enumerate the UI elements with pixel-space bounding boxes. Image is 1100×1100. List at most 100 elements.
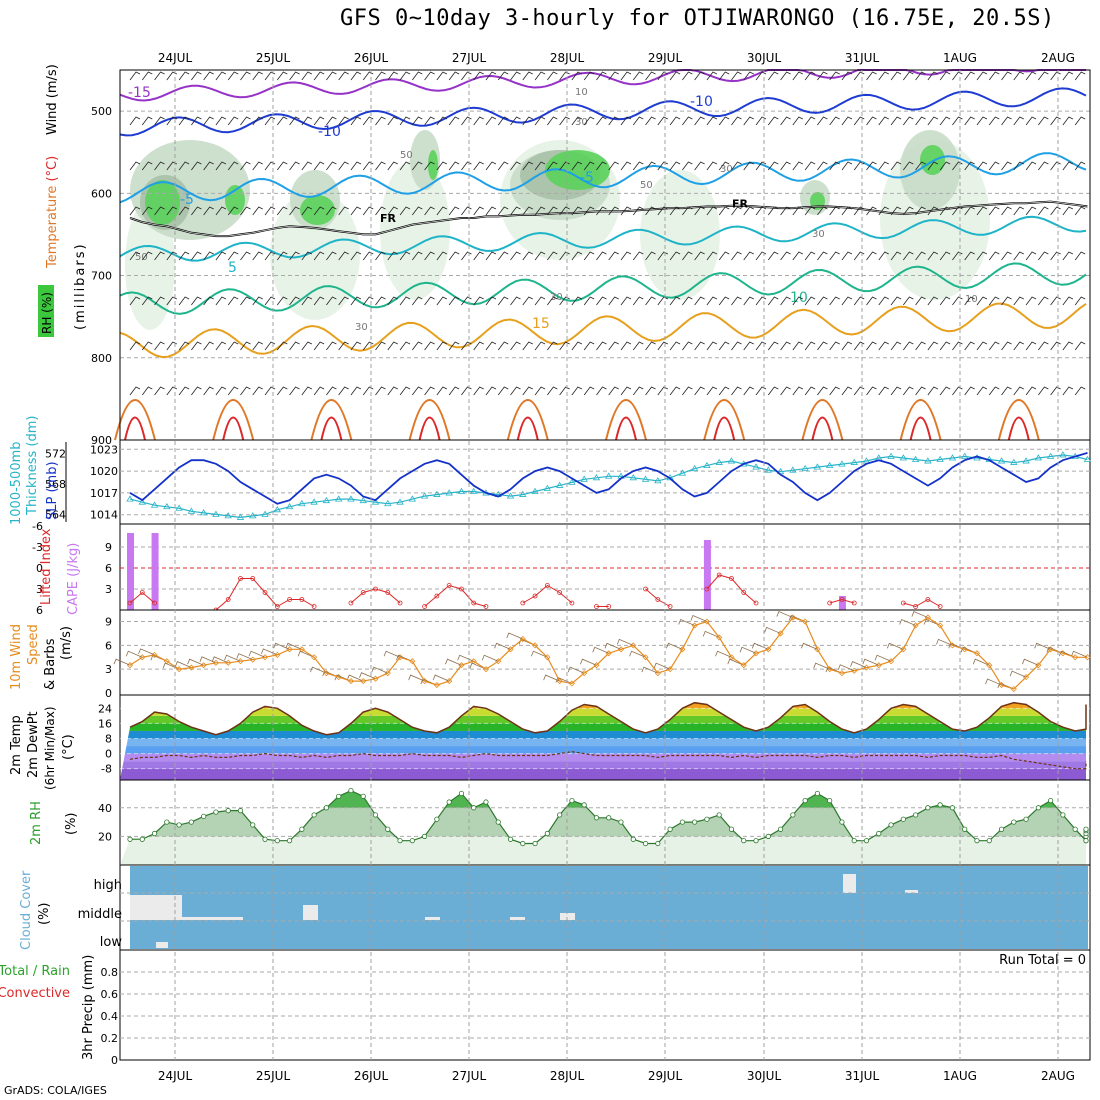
wind-barb <box>596 251 607 261</box>
thickness-point <box>1034 454 1043 461</box>
dewpoint-line <box>129 751 1087 770</box>
wind-barb-10m <box>506 632 523 640</box>
wind-barb <box>792 116 804 126</box>
li-point <box>704 586 710 592</box>
slp-tick-label: 1023 <box>90 443 118 456</box>
wind-barb <box>129 161 141 171</box>
thickness-point <box>469 487 478 494</box>
wind-barb <box>755 161 767 171</box>
wind10m-axis-label-4: (m/s) <box>59 626 74 660</box>
wind-barb <box>473 386 484 396</box>
wind-barb <box>1013 116 1024 126</box>
wind-barb <box>436 71 448 81</box>
wind-barb <box>767 341 779 351</box>
isotherm-label: -10 <box>318 124 341 140</box>
wind-barb <box>1001 386 1012 396</box>
top-date-label: 24JUL <box>158 51 193 65</box>
wind-barb <box>387 116 398 126</box>
wind-barb <box>878 296 889 306</box>
wind-barb <box>129 341 141 351</box>
wind-barb <box>534 251 546 261</box>
wind-barb <box>559 116 570 126</box>
wind-barb <box>1062 251 1074 261</box>
li-point <box>139 590 145 595</box>
wind-barb <box>927 386 939 396</box>
wind-barb <box>154 296 165 306</box>
thickness-point <box>396 498 404 505</box>
wind-barb <box>706 386 718 396</box>
thickness-point <box>371 498 380 505</box>
thickness-slp-panel: 1023 1020 1017 1014 572 568 564 <box>45 439 1092 525</box>
wind-barb <box>154 251 165 261</box>
temp-axis-label-part: Temperature <box>45 182 60 269</box>
wind-barb <box>399 161 411 171</box>
li-tick-label: -3 <box>32 541 43 554</box>
wind-barb <box>448 251 460 261</box>
wind-barb <box>412 386 423 396</box>
wind-barb <box>424 161 435 171</box>
wind-barb <box>952 341 963 351</box>
thickness-point <box>850 458 858 465</box>
wind-barb <box>866 71 877 81</box>
wind-barb <box>129 251 141 261</box>
wind-barb <box>473 251 484 261</box>
precip-convective-label: Convective <box>0 986 70 1001</box>
wind-barb <box>313 161 325 171</box>
pressure-tick-label: 800 <box>91 352 112 365</box>
rh-point <box>753 838 759 844</box>
wind-barb <box>841 341 853 351</box>
wind-barb <box>350 341 362 351</box>
wind-barb-10m <box>371 666 388 674</box>
wind-barb <box>1074 116 1086 126</box>
wind-barb <box>1074 71 1086 81</box>
wind-barb <box>1001 116 1012 126</box>
wind-barb <box>1062 386 1074 396</box>
thickness-point <box>801 464 809 472</box>
wind-barb <box>399 206 411 216</box>
wind-barb <box>927 161 939 171</box>
rh-point <box>507 836 514 842</box>
wind-barb <box>792 161 804 171</box>
wind-barb <box>497 116 509 126</box>
bottom-date-label: 25JUL <box>256 1069 291 1083</box>
wind-barb <box>240 296 251 306</box>
wind-barb <box>313 251 325 261</box>
wind-barb <box>473 296 484 306</box>
isotherm-label: -10 <box>690 94 713 110</box>
surface-isotherm <box>909 416 932 441</box>
thickness-point <box>568 478 576 485</box>
wind-barb <box>362 71 374 81</box>
wind-barb <box>853 116 865 126</box>
wind-barb <box>191 386 202 396</box>
rh-contour-label: 10 <box>575 87 588 98</box>
bottom-date-label: 24JUL <box>158 1069 193 1083</box>
rh-point <box>679 819 685 825</box>
wind-barb <box>743 341 754 351</box>
thickness-point <box>580 475 588 482</box>
thickness-point <box>187 507 196 514</box>
li-point <box>557 590 563 595</box>
thickness-point <box>224 512 232 519</box>
thickness-point <box>1059 451 1067 458</box>
li-point <box>459 586 464 592</box>
rh-point <box>520 840 526 847</box>
wind-barb <box>657 386 669 396</box>
wind-barb-10m <box>1021 658 1039 666</box>
wind-barb <box>682 116 693 126</box>
thickness-point <box>960 452 969 459</box>
top-date-label: 28JUL <box>550 51 585 65</box>
wind10m-axis-label-3: & Barbs <box>43 638 58 690</box>
bottom-date-label: 26JUL <box>354 1069 389 1083</box>
temperature-panel: 24 16 8 0 -8 <box>98 694 1091 781</box>
thickness-point <box>273 506 282 513</box>
wind-barb <box>866 161 877 171</box>
wind-barb-10m <box>886 642 904 650</box>
thickness-point <box>249 512 257 519</box>
wind-barb <box>289 251 300 261</box>
rh-point <box>1048 798 1054 804</box>
li-point <box>446 583 452 588</box>
thickness-point <box>838 460 846 467</box>
wind-barb <box>890 386 902 396</box>
temp-band <box>120 746 1086 754</box>
wind-barb <box>915 71 926 81</box>
